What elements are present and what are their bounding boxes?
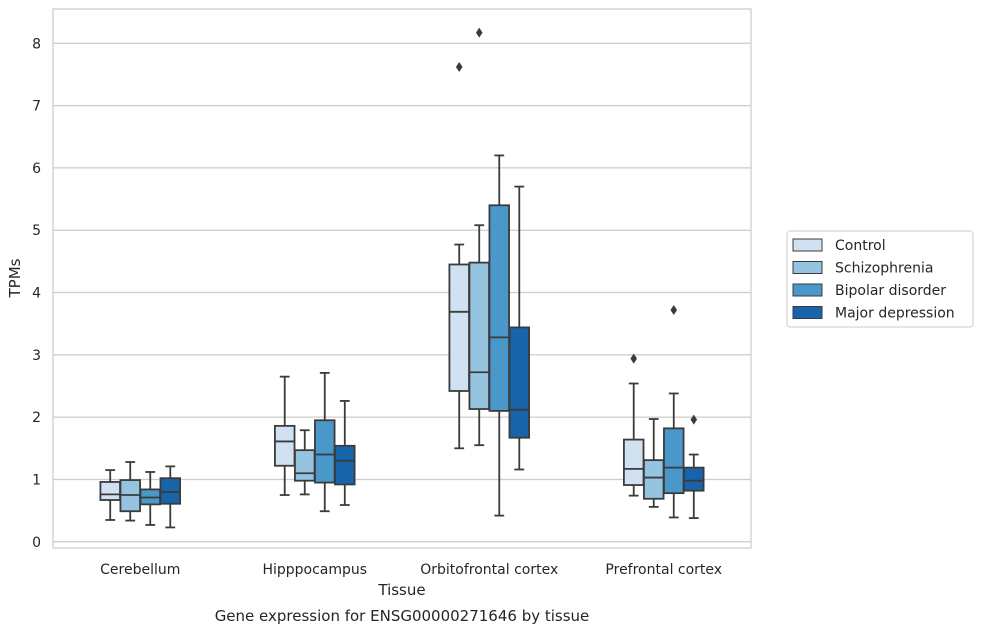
plot-frame: [52, 8, 752, 549]
box-iqr: [159, 477, 181, 505]
legend-swatch: [792, 283, 823, 297]
legend-swatch: [792, 261, 823, 274]
x-tick-labels: Cerebellum Hipppocampus Orbitofrontal cort…: [100, 562, 722, 578]
legend-label: Control: [835, 238, 886, 254]
box-major-depression-0: [159, 465, 181, 529]
y-tick-labels: 0 1 2 3 4 5 6 7 8: [32, 36, 41, 550]
y-tick-label: 8: [32, 36, 41, 52]
y-tick-label: 2: [32, 410, 41, 426]
legend-label: Schizophrenia: [835, 261, 933, 277]
outlier-point: [630, 353, 638, 364]
y-tick-label: 7: [32, 99, 41, 115]
box-schizophrenia-3: [643, 418, 665, 508]
box-major-depression-2: [508, 185, 530, 471]
legend-item: Bipolar disorder: [792, 283, 946, 299]
legend-label: Bipolar disorder: [835, 283, 946, 299]
box-iqr: [488, 204, 510, 412]
box-control-3: [623, 353, 645, 497]
y-tick-label: 3: [32, 348, 41, 364]
box-major-depression-3: [683, 414, 705, 519]
box-iqr: [274, 424, 296, 467]
box-iqr: [99, 481, 121, 501]
box-control-2: [448, 61, 470, 450]
box-bipolar-disorder-0: [139, 471, 161, 526]
outlier-point: [455, 61, 463, 72]
legend-item: Control: [792, 238, 886, 254]
y-tick-label: 1: [32, 472, 41, 488]
legend-item: Major depression: [792, 306, 955, 322]
box-major-depression-1: [334, 400, 356, 506]
box-iqr: [663, 427, 685, 495]
box-schizophrenia-2: [468, 27, 490, 447]
box-bipolar-disorder-2: [488, 154, 510, 517]
x-tick-label: Cerebellum: [100, 562, 180, 578]
box-schizophrenia-0: [119, 461, 141, 522]
y-tick-label: 0: [32, 535, 41, 551]
box-control-1: [274, 375, 296, 496]
x-tick-label: Orbitofrontal cortex: [420, 562, 558, 578]
legend-frame: [786, 230, 974, 328]
legend-swatch: [792, 238, 823, 252]
x-tick-label: Hipppocampus: [262, 562, 367, 578]
legend-label: Major depression: [835, 306, 955, 322]
outlier-point: [670, 304, 678, 315]
outlier-point: [690, 414, 698, 425]
box-iqr: [683, 466, 705, 492]
box-iqr: [294, 449, 316, 482]
box-iqr: [623, 438, 645, 486]
legend-item: Schizophrenia: [792, 261, 933, 277]
y-tick-label: 5: [32, 223, 41, 239]
y-axis-label: TPMs: [6, 258, 24, 298]
legend-items: Control Schizophrenia Bipolar disorder Majo…: [792, 238, 955, 322]
box-iqr: [448, 263, 470, 392]
box-iqr: [643, 459, 665, 500]
y-tick-label: 6: [32, 161, 41, 177]
box-bipolar-disorder-3: [663, 304, 685, 519]
x-tick-label: Prefrontal cortex: [605, 562, 722, 578]
box-iqr: [334, 444, 356, 486]
box-iqr: [468, 261, 490, 410]
box-iqr: [314, 419, 336, 484]
box-plots: [99, 27, 705, 529]
box-iqr: [508, 326, 530, 439]
chart-caption: Gene expression for ENSG00000271646 by t…: [215, 607, 590, 625]
y-tick-label: 4: [32, 286, 41, 302]
legend-swatch: [792, 306, 823, 319]
legend: Control Schizophrenia Bipolar disorder Majo…: [786, 230, 974, 328]
outlier-point: [475, 27, 483, 38]
grid-lines: [53, 42, 751, 543]
x-axis-label: Tissue: [377, 581, 425, 599]
